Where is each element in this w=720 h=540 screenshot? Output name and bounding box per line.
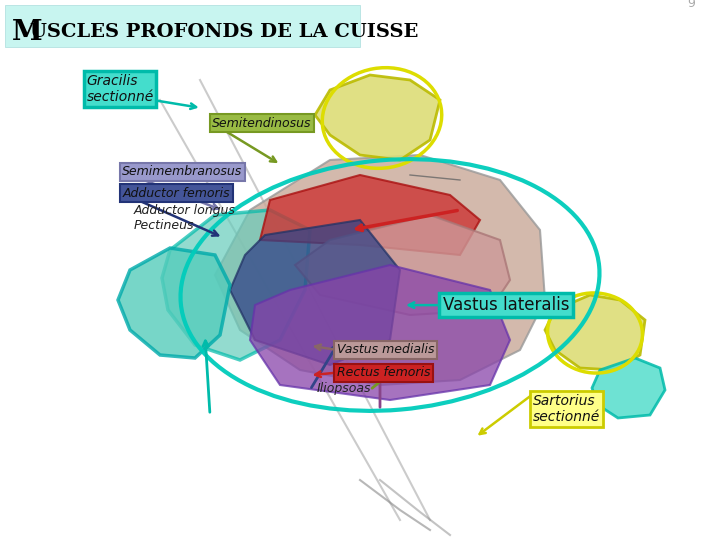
Polygon shape [118, 248, 230, 358]
Polygon shape [592, 358, 665, 418]
Polygon shape [315, 75, 440, 160]
Text: Vastus medialis: Vastus medialis [337, 343, 434, 356]
Polygon shape [215, 155, 545, 385]
Polygon shape [162, 210, 310, 360]
Polygon shape [295, 215, 510, 315]
Polygon shape [260, 175, 480, 255]
Polygon shape [230, 220, 400, 365]
Text: Rectus femoris: Rectus femoris [337, 366, 431, 379]
Text: Pectineus: Pectineus [133, 219, 194, 232]
Text: M: M [12, 18, 42, 45]
Text: Adductor longus: Adductor longus [133, 204, 235, 217]
Text: Adductor femoris: Adductor femoris [122, 187, 230, 200]
Text: Vastus lateralis: Vastus lateralis [443, 296, 570, 314]
FancyBboxPatch shape [5, 5, 360, 47]
Text: Sartorius
sectionné: Sartorius sectionné [533, 394, 600, 424]
Text: Semimembranosus: Semimembranosus [122, 165, 243, 178]
Text: Gracilis
sectionné: Gracilis sectionné [86, 74, 153, 104]
Polygon shape [250, 265, 510, 400]
Text: Semitendinosus: Semitendinosus [212, 117, 312, 130]
Text: Iliopsoas: Iliopsoas [317, 382, 372, 395]
Text: USCLES PROFONDS DE LA CUISSE: USCLES PROFONDS DE LA CUISSE [30, 23, 418, 41]
Polygon shape [545, 295, 645, 370]
Text: 9: 9 [687, 0, 695, 10]
